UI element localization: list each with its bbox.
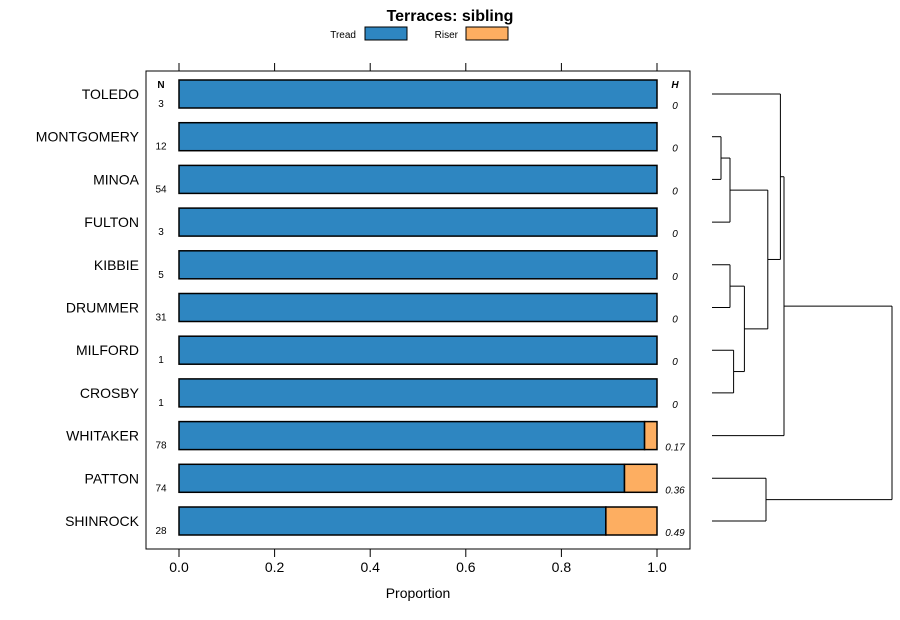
n-value-label: 5 xyxy=(158,270,164,281)
bar-segment-tread xyxy=(178,463,626,494)
category-label: SHINROCK xyxy=(65,513,140,529)
x-axis-title: Proportion xyxy=(386,585,451,601)
h-value-label: 0.17 xyxy=(665,443,685,454)
category-label: KIBBIE xyxy=(94,257,139,273)
legend: Tread Riser xyxy=(330,26,509,41)
n-value-label: 78 xyxy=(155,441,167,452)
x-tick-label: 0.8 xyxy=(552,559,572,575)
bar-segment-tread xyxy=(178,164,658,195)
h-value-label: 0 xyxy=(672,229,678,240)
bar-segment-tread xyxy=(178,506,607,536)
legend-swatch-tread xyxy=(364,26,408,41)
h-column-header: H xyxy=(671,80,679,91)
category-label: MINOA xyxy=(93,171,140,187)
x-tick-label: 0.0 xyxy=(169,559,189,575)
bar-segment-tread xyxy=(178,335,658,365)
bar-segment-riser xyxy=(623,463,658,494)
x-tick-label: 0.6 xyxy=(456,559,476,575)
h-value-label: 0 xyxy=(672,144,678,155)
n-value-label: 12 xyxy=(155,142,167,153)
n-column-header: N xyxy=(157,80,164,91)
bar-segment-tread xyxy=(178,292,658,323)
bar-segment-riser xyxy=(605,506,658,536)
bar-segment-tread xyxy=(178,378,658,408)
x-axis: 0.0 0.2 0.4 0.6 0.8 1.0 xyxy=(169,549,667,575)
h-value-label: 0 xyxy=(672,357,678,368)
h-value-label: 0 xyxy=(672,400,678,411)
dendrogram xyxy=(712,93,893,522)
x-tick-label: 0.4 xyxy=(360,559,380,575)
legend-swatch-riser xyxy=(465,26,509,41)
h-value-label: 0 xyxy=(672,272,678,283)
n-value-label: 74 xyxy=(155,483,167,494)
plot-frame xyxy=(145,70,691,550)
bar-segment-tread xyxy=(178,420,646,451)
n-value-label: 31 xyxy=(155,313,167,324)
top-ticks xyxy=(178,63,658,71)
x-tick-label: 0.2 xyxy=(265,559,285,575)
n-value-label: 3 xyxy=(158,227,164,238)
category-label: WHITAKER xyxy=(66,428,139,444)
h-value-label: 0 xyxy=(672,101,678,112)
h-value-label: 0.36 xyxy=(665,485,685,496)
category-label: DRUMMER xyxy=(66,300,139,316)
bar-segment-tread xyxy=(178,207,658,237)
legend-label-tread: Tread xyxy=(330,30,356,41)
category-label: MILFORD xyxy=(76,342,139,358)
h-value-label: 0.49 xyxy=(665,528,685,539)
bar-segment-tread xyxy=(178,250,658,280)
legend-label-riser: Riser xyxy=(435,30,459,41)
h-value-label: 0 xyxy=(672,315,678,326)
bar-segment-tread xyxy=(178,79,658,109)
n-value-label: 28 xyxy=(155,526,167,537)
category-label: MONTGOMERY xyxy=(36,129,140,145)
x-tick-label: 1.0 xyxy=(647,559,667,575)
chart-title: Terraces: sibling xyxy=(387,8,514,25)
category-label: CROSBY xyxy=(80,385,140,401)
rows: TOLEDO 3 0 MONTGOMERY 12 0 MINOA 54 0 FULTON 3 0 KIB… xyxy=(36,79,685,539)
bar-segment-tread xyxy=(178,121,658,152)
n-value-label: 1 xyxy=(158,355,164,366)
bar-segment-riser xyxy=(643,420,658,451)
n-value-label: 1 xyxy=(158,398,164,409)
category-label: TOLEDO xyxy=(82,86,139,102)
h-value-label: 0 xyxy=(672,186,678,197)
category-label: FULTON xyxy=(84,214,139,230)
n-value-label: 3 xyxy=(158,99,164,110)
category-label: PATTON xyxy=(85,470,139,486)
n-value-label: 54 xyxy=(155,184,167,195)
